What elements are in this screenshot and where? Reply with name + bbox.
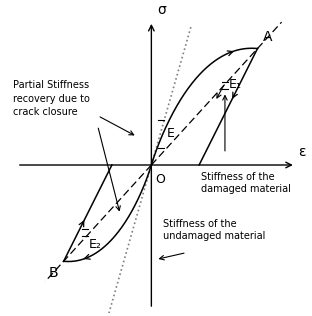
Text: E: E (167, 127, 175, 140)
Text: Stiffness of the
damaged material: Stiffness of the damaged material (201, 172, 291, 194)
Text: Stiffness of the
undamaged material: Stiffness of the undamaged material (163, 219, 265, 241)
Text: A: A (263, 30, 273, 44)
Text: σ: σ (157, 3, 166, 17)
Text: E₁: E₁ (229, 78, 242, 91)
Text: Partial Stiffness
recovery due to
crack closure: Partial Stiffness recovery due to crack … (13, 80, 90, 117)
Text: O: O (156, 173, 165, 186)
Text: ε: ε (299, 145, 306, 159)
Text: B: B (48, 265, 58, 280)
Text: E₂: E₂ (89, 238, 102, 251)
